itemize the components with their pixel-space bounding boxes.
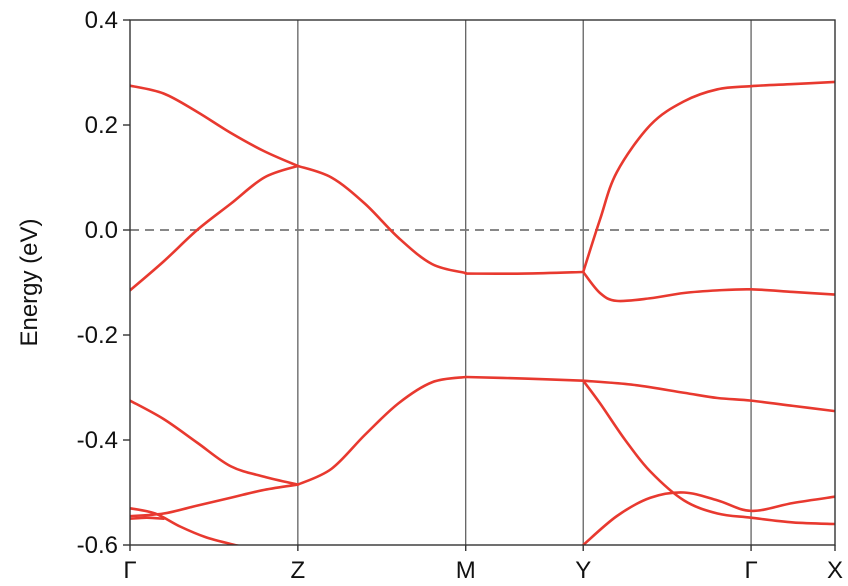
band-line-5 (581, 270, 835, 303)
band-line-6 (130, 399, 300, 486)
band-line-9 (464, 375, 585, 382)
band-line-2 (296, 164, 468, 275)
band-line-12 (581, 491, 835, 545)
x-tick-label-5: X (827, 557, 843, 584)
band-line-7 (130, 483, 300, 518)
x-tick-label-0: Γ (123, 557, 136, 584)
y-tick-label-4: -0.4 (77, 427, 118, 454)
y-tick-label-1: 0.2 (85, 112, 118, 139)
band-line-14 (130, 516, 165, 521)
x-tick-label-2: M (456, 557, 476, 584)
y-tick-label-2: 0.0 (85, 217, 118, 244)
y-tick-label-3: -0.2 (77, 322, 118, 349)
band-line-0 (130, 84, 300, 168)
x-tick-label-4: Γ (744, 557, 757, 584)
band-line-10 (581, 379, 835, 413)
kpoint-gridlines (297, 20, 752, 545)
x-tick-label-3: Y (575, 557, 591, 584)
y-axis: 0.4 0.2 0.0 -0.2 -0.4 -0.6 (77, 7, 130, 559)
x-tick-label-1: Z (291, 557, 306, 584)
band-line-8 (296, 375, 468, 486)
y-tick-label-5: -0.6 (77, 532, 118, 559)
band-line-3 (464, 270, 585, 275)
y-tick-label-0: 0.4 (85, 7, 118, 34)
band-line-4 (581, 80, 835, 274)
band-line-11 (581, 379, 835, 526)
band-lines (130, 80, 835, 545)
y-axis-label: Energy (eV) (16, 218, 43, 346)
band-line-1 (130, 164, 300, 292)
plot-frame (129, 19, 836, 546)
